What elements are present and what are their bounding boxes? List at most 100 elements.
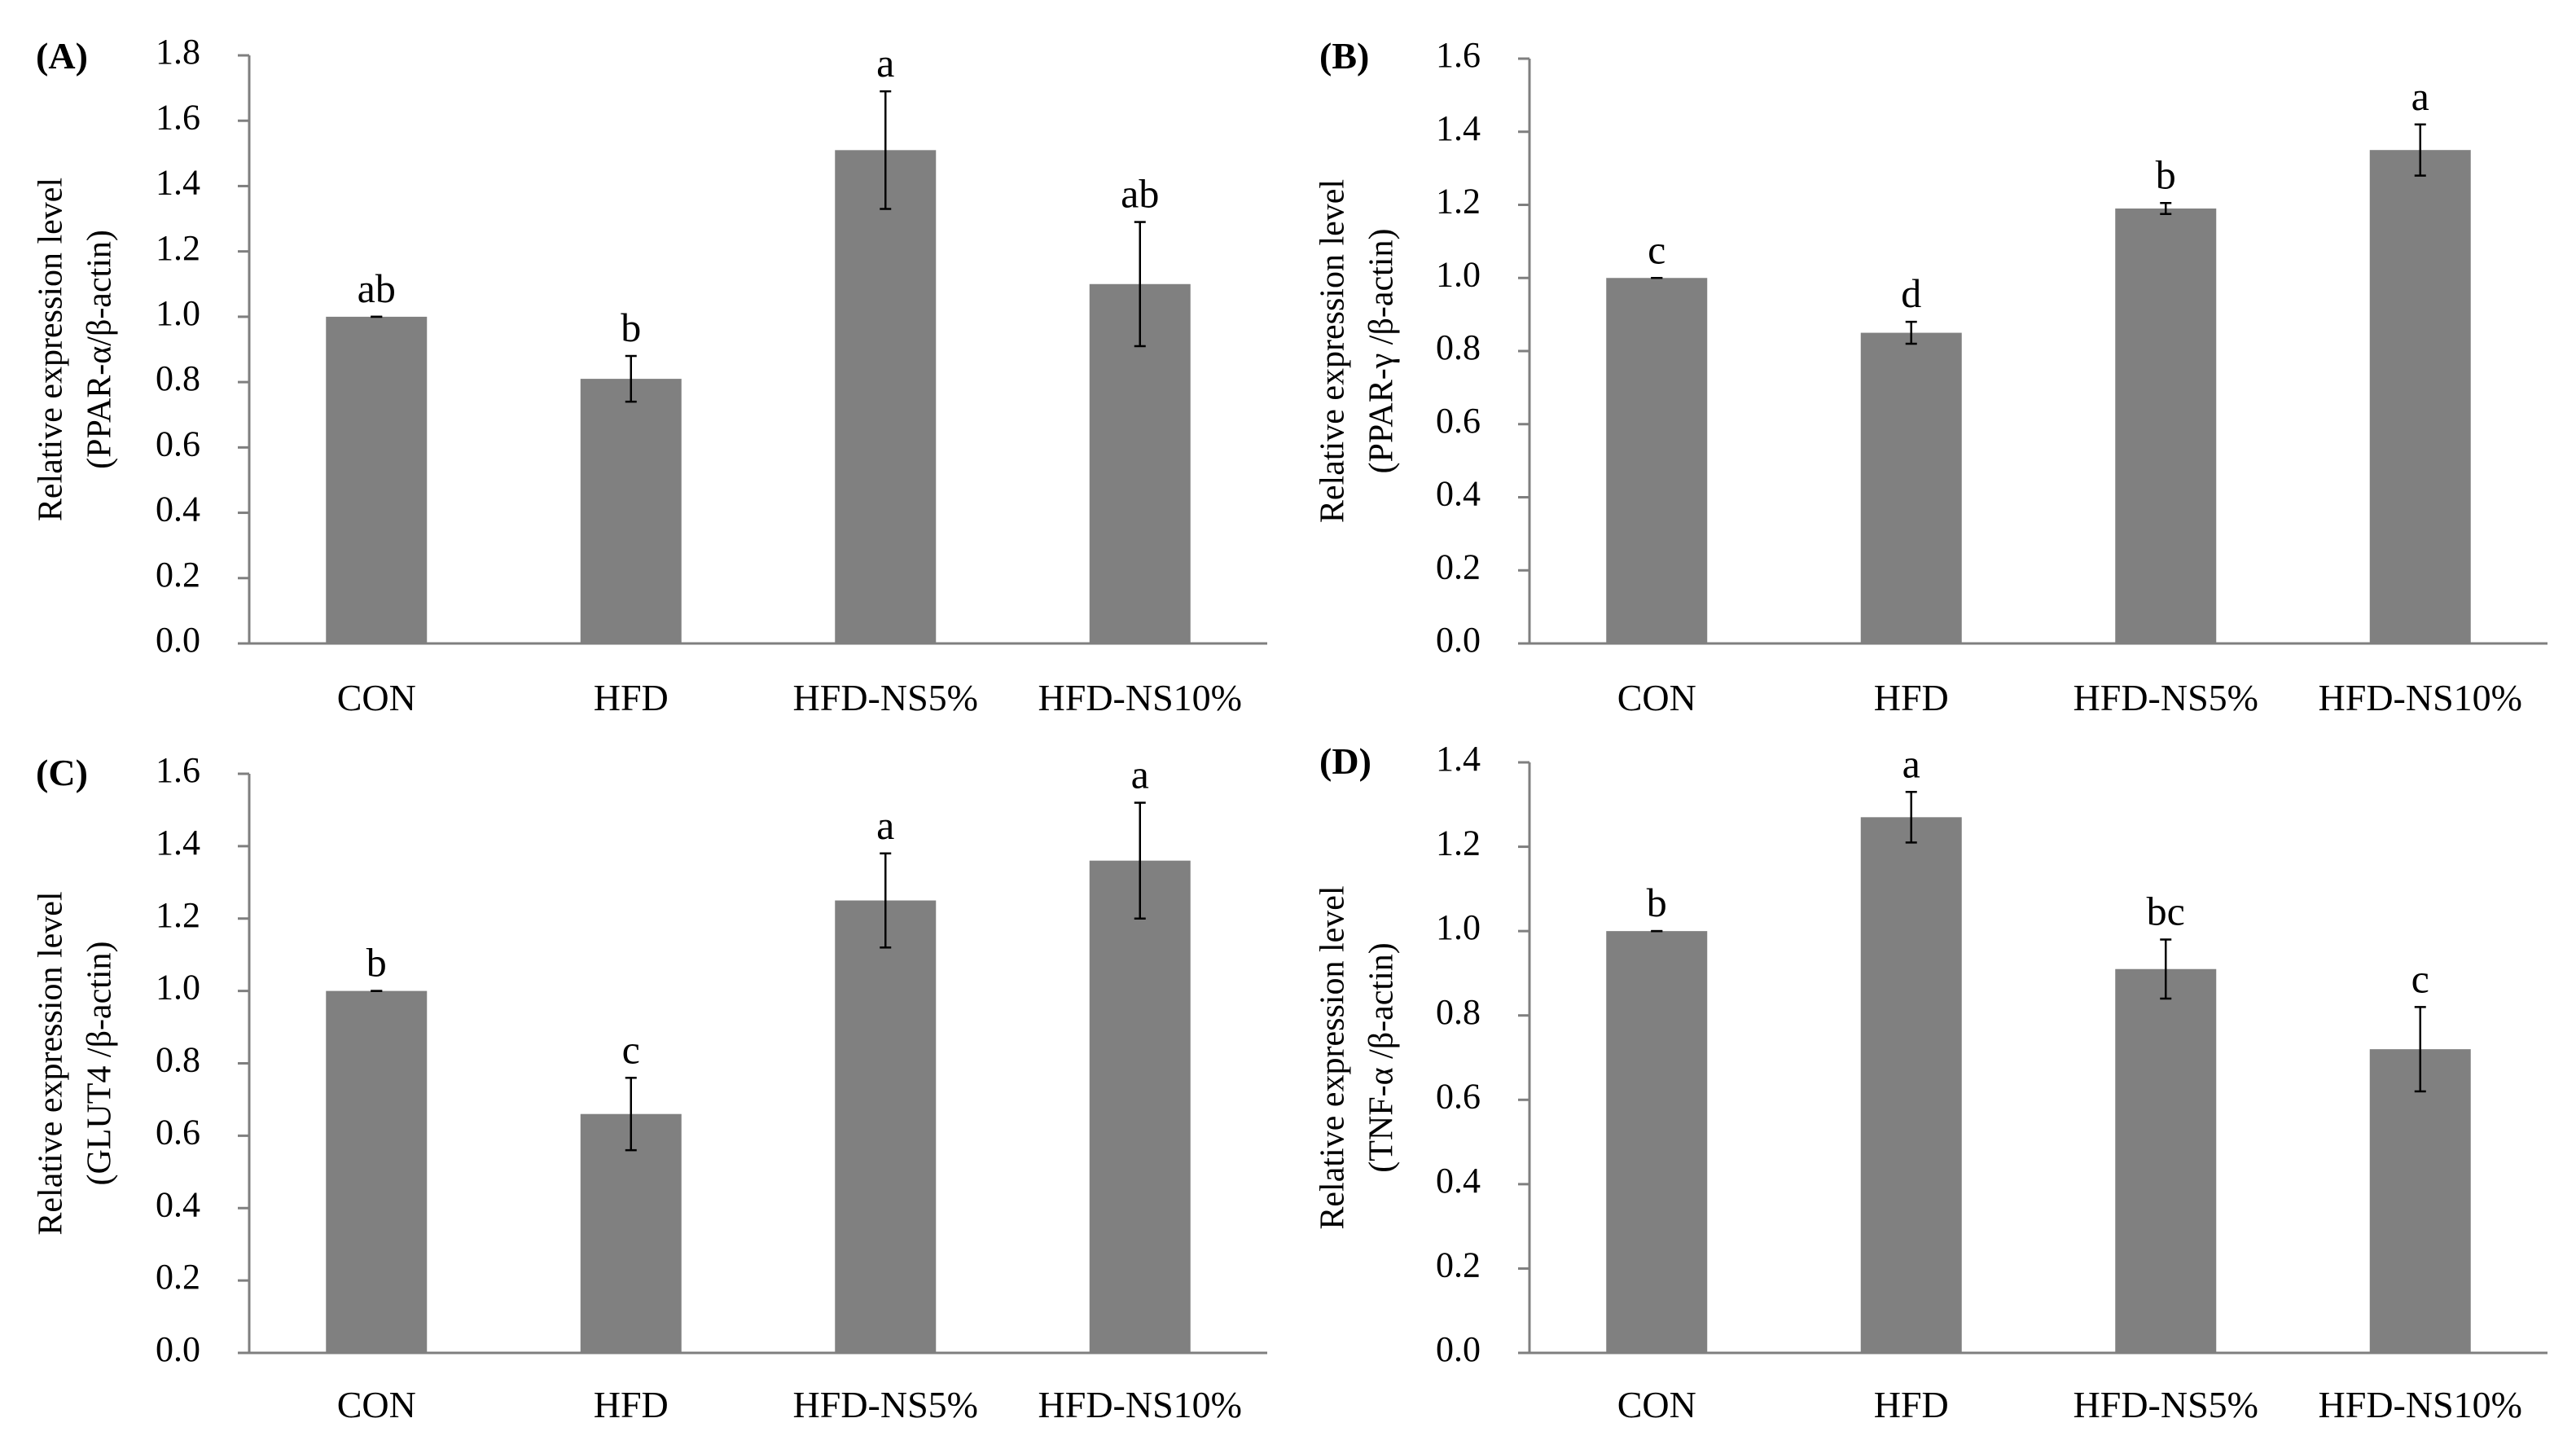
y-tick-label: 1.2 — [1436, 182, 1481, 222]
y-tick-label: 0.6 — [156, 424, 200, 463]
bar — [1606, 278, 1708, 643]
y-tick-label: 0.0 — [1436, 1329, 1481, 1369]
x-tick-label: CON — [1617, 1384, 1696, 1425]
significance-label: c — [1648, 226, 1665, 272]
y-axis-label: Relative expression level — [1314, 885, 1352, 1229]
y-tick-label: 0.2 — [1436, 547, 1481, 586]
bar — [2369, 1049, 2471, 1353]
y-tick-label: 0.8 — [1436, 992, 1481, 1032]
y-tick-label: 0.4 — [156, 1184, 200, 1224]
panel-letter: C — [48, 752, 75, 793]
panel-paren: ( — [36, 35, 48, 77]
x-tick-label: HFD-NS5% — [793, 1384, 978, 1425]
significance-label: b — [2156, 151, 2176, 197]
significance-label: b — [621, 305, 641, 350]
panel-paren: ) — [1357, 35, 1369, 77]
panel-letter: A — [48, 35, 75, 77]
bar — [1860, 817, 1962, 1353]
y-tick-label: 1.6 — [156, 97, 200, 137]
bar — [2115, 208, 2217, 644]
significance-label: ab — [1121, 171, 1159, 217]
y-tick-label: 0.0 — [156, 620, 200, 660]
y-tick-label: 1.4 — [156, 163, 200, 203]
y-tick-label: 0.8 — [156, 1040, 200, 1080]
y-axis-label-sub: (PPAR-α/β-actin) — [81, 230, 119, 469]
x-tick-label: HFD-NS10% — [2319, 677, 2522, 718]
panel-letter: D — [1332, 740, 1358, 782]
y-tick-label: 1.0 — [156, 968, 200, 1008]
bar — [326, 316, 428, 643]
significance-label: a — [1902, 740, 1920, 786]
significance-label: a — [876, 40, 894, 86]
y-tick-label: 1.4 — [156, 823, 200, 863]
y-tick-label: 1.6 — [156, 750, 200, 790]
panel-letter: B — [1332, 35, 1357, 77]
panel-paren: ) — [76, 752, 88, 793]
bar — [1089, 860, 1191, 1353]
y-tick-label: 1.4 — [1436, 108, 1481, 148]
significance-label: d — [1901, 270, 1921, 316]
y-tick-label: 0.4 — [1436, 1161, 1481, 1201]
y-tick-label: 1.4 — [1436, 739, 1481, 779]
panel-paren: ) — [1359, 740, 1371, 782]
y-tick-label: 0.0 — [156, 1329, 200, 1369]
x-tick-label: HFD — [1874, 1384, 1949, 1425]
bar — [1606, 931, 1708, 1353]
x-tick-label: HFD-NS5% — [793, 677, 978, 718]
y-tick-label: 0.0 — [1436, 620, 1481, 660]
y-tick-label: 0.2 — [156, 555, 200, 595]
y-axis-label-sub: (PPAR-γ /β-actin) — [1363, 229, 1401, 474]
y-axis-label: Relative expression level — [1314, 179, 1352, 523]
significance-label: a — [2411, 73, 2429, 119]
significance-label: ab — [358, 266, 396, 311]
x-tick-label: HFD — [594, 677, 669, 718]
x-tick-label: HFD-NS10% — [2319, 1384, 2522, 1425]
x-tick-label: HFD-NS5% — [2074, 677, 2258, 718]
y-axis-label: Relative expression level — [33, 891, 70, 1235]
y-tick-label: 0.8 — [156, 358, 200, 398]
significance-label: b — [1647, 880, 1667, 925]
x-tick-label: HFD-NS10% — [1038, 677, 1242, 718]
bar — [2369, 150, 2471, 643]
bar — [835, 150, 937, 644]
bar — [580, 1113, 682, 1353]
panel-paren: ( — [1319, 740, 1332, 782]
bar — [1860, 332, 1962, 643]
panel-label: (C) — [36, 752, 88, 793]
y-tick-label: 0.6 — [1436, 401, 1481, 441]
x-tick-label: CON — [1617, 677, 1696, 718]
y-tick-label: 1.0 — [1436, 254, 1481, 294]
y-tick-label: 1.0 — [156, 293, 200, 333]
y-tick-label: 0.2 — [156, 1257, 200, 1297]
bar — [580, 379, 682, 643]
bar — [835, 900, 937, 1353]
significance-label: a — [876, 802, 894, 848]
x-tick-label: HFD-NS5% — [2074, 1384, 2258, 1425]
y-tick-label: 0.8 — [1436, 327, 1481, 367]
y-axis-label-sub: (TNF-α /β-actin) — [1363, 942, 1401, 1172]
significance-label: bc — [2147, 889, 2185, 934]
x-tick-label: HFD-NS10% — [1038, 1384, 1242, 1425]
significance-label: c — [622, 1026, 640, 1072]
y-tick-label: 1.2 — [156, 228, 200, 268]
y-tick-label: 1.2 — [156, 895, 200, 935]
x-tick-label: CON — [337, 1384, 416, 1425]
panel-label: (D) — [1319, 740, 1371, 782]
bar — [326, 990, 428, 1353]
panel-label: (A) — [36, 35, 88, 77]
y-tick-label: 1.8 — [156, 32, 200, 72]
y-tick-label: 0.4 — [156, 490, 200, 529]
x-tick-label: HFD — [594, 1384, 669, 1425]
panel-paren: ( — [36, 752, 48, 793]
y-tick-label: 1.2 — [1436, 823, 1481, 863]
y-tick-label: 0.6 — [1436, 1076, 1481, 1116]
x-tick-label: HFD — [1874, 677, 1949, 718]
panel-paren: ( — [1319, 35, 1332, 77]
y-tick-label: 0.2 — [1436, 1245, 1481, 1285]
significance-label: a — [1131, 752, 1149, 797]
panel-label: (B) — [1319, 35, 1369, 77]
panel-paren: ) — [76, 35, 88, 77]
y-tick-label: 1.0 — [1436, 907, 1481, 947]
y-tick-label: 0.4 — [1436, 474, 1481, 514]
